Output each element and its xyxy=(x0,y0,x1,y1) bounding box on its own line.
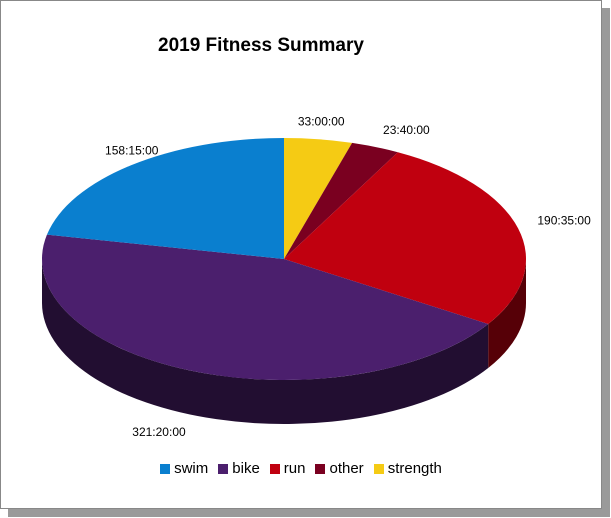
legend-swatch-bike xyxy=(218,463,229,474)
legend-swatch-swim xyxy=(160,463,171,474)
data-label-run: 190:35:00 xyxy=(537,214,591,228)
legend-item-swim: swim xyxy=(160,460,208,477)
pie-side-bike xyxy=(42,259,489,424)
legend-swatch-other xyxy=(315,463,326,474)
legend-label-strength: strength xyxy=(387,460,442,477)
legend-label-swim: swim xyxy=(174,460,209,477)
legend: swim bike run other strength xyxy=(1,460,601,477)
legend-label-other: other xyxy=(329,460,364,477)
pie-slice-other xyxy=(284,142,398,259)
pie-slice-bike xyxy=(42,234,489,380)
pie-side-run xyxy=(488,259,526,368)
pie-slice-run xyxy=(284,152,526,324)
legend-item-strength: strength xyxy=(373,460,442,477)
data-label-other: 23:40:00 xyxy=(383,123,430,137)
chart-title: 2019 Fitness Summary xyxy=(158,35,364,56)
legend-item-other: other xyxy=(315,460,364,477)
pie-chart: 33:00:00 23:40:00 190:35:00 321:20:00 158:15… xyxy=(42,114,591,439)
pie-slice-swim xyxy=(46,138,284,259)
data-label-strength: 33:00:00 xyxy=(298,114,345,128)
legend-swatch-run xyxy=(269,463,280,474)
legend-swatch-strength xyxy=(373,463,384,474)
legend-item-bike: bike xyxy=(218,460,260,477)
legend-item-run: run xyxy=(269,460,306,477)
legend-label-run: run xyxy=(283,460,306,477)
legend-label-bike: bike xyxy=(232,460,260,477)
data-label-bike: 321:20:00 xyxy=(132,425,186,439)
data-label-swim: 158:15:00 xyxy=(105,143,159,157)
chart-frame: 2019 Fitness Summary 33:00:00 23:40:00 190… xyxy=(0,0,602,509)
pie-slice-strength xyxy=(284,138,353,259)
